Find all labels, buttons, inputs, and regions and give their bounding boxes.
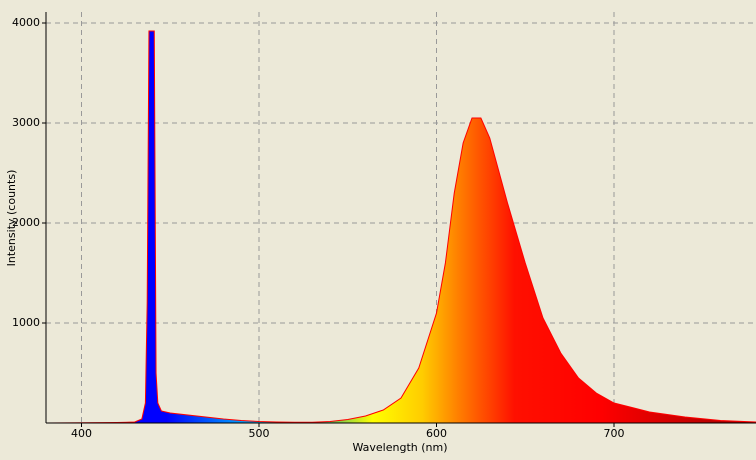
y-tick-label: 4000	[12, 16, 40, 29]
y-tick-label: 3000	[12, 116, 40, 129]
x-axis-label: Wavelength (nm)	[352, 441, 447, 454]
x-tick-label: 400	[71, 427, 92, 440]
y-tick-label: 2000	[12, 216, 40, 229]
spectrum-line	[45, 30, 756, 424]
y-axis-label: Intensity (counts)	[5, 170, 18, 267]
x-tick-label: 700	[604, 427, 625, 440]
x-tick-label: 500	[249, 427, 270, 440]
y-tick-label: 1000	[12, 316, 40, 329]
x-tick-label: 600	[426, 427, 447, 440]
